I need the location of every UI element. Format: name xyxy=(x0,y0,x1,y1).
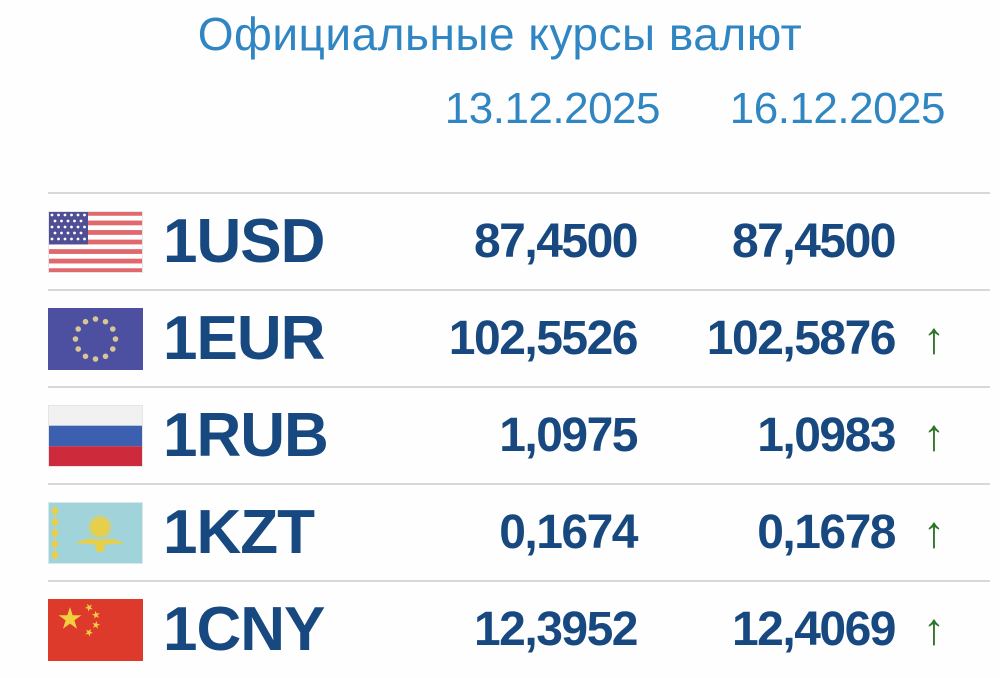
currency-code-label: 1RUB xyxy=(163,401,329,470)
rate-value-curr: 1,0983 xyxy=(757,409,896,462)
rate-value-prev: 0,1674 xyxy=(499,506,638,559)
currency-code-label: 1CNY xyxy=(163,595,325,664)
table-row-eur: 1EUR 102,5526 102,5876 ↑ xyxy=(48,289,990,386)
trend-up-icon: ↑ xyxy=(923,410,945,460)
table-row-rub: 1RUB 1,0975 1,0983 ↑ xyxy=(48,386,990,483)
currency-rates-table: 1USD 87,4500 87,4500 1EUR 102,5526 102,5… xyxy=(48,192,990,677)
page-title: Официальные курсы валют xyxy=(197,8,803,60)
eu-flag-icon xyxy=(48,307,143,370)
ru-flag-icon xyxy=(48,404,143,467)
rate-value-prev: 102,5526 xyxy=(448,312,639,365)
date-column-prev: 13.12.2025 xyxy=(444,84,661,133)
rate-value-prev: 12,3952 xyxy=(473,603,639,656)
currency-code-label: 1KZT xyxy=(163,498,315,567)
rate-value-prev: 87,4500 xyxy=(473,215,639,268)
table-row-kzt: 1KZT 0,1674 0,1678 ↑ xyxy=(48,483,990,580)
trend-up-icon: ↑ xyxy=(923,507,945,557)
page-header: Официальные курсы валют 13.12.2025 16.12… xyxy=(0,0,1000,192)
kz-flag-icon xyxy=(48,501,143,564)
currency-code-label: 1EUR xyxy=(163,304,325,373)
rate-value-curr: 102,5876 xyxy=(706,312,897,365)
rate-value-curr: 0,1678 xyxy=(757,506,896,559)
date-column-curr: 16.12.2025 xyxy=(729,84,946,133)
us-flag-icon xyxy=(48,210,143,273)
currency-code-label: 1USD xyxy=(163,207,325,276)
rate-value-curr: 87,4500 xyxy=(731,215,897,268)
table-row-cny: 1CNY 12,3952 12,4069 ↑ xyxy=(48,580,990,677)
rate-value-curr: 12,4069 xyxy=(731,603,897,656)
trend-up-icon: ↑ xyxy=(923,313,945,363)
table-row-usd: 1USD 87,4500 87,4500 xyxy=(48,192,990,289)
cn-flag-icon xyxy=(48,598,143,661)
trend-up-icon: ↑ xyxy=(923,604,945,654)
rate-value-prev: 1,0975 xyxy=(499,409,638,462)
date-header-row: 13.12.2025 16.12.2025 xyxy=(0,84,1000,134)
